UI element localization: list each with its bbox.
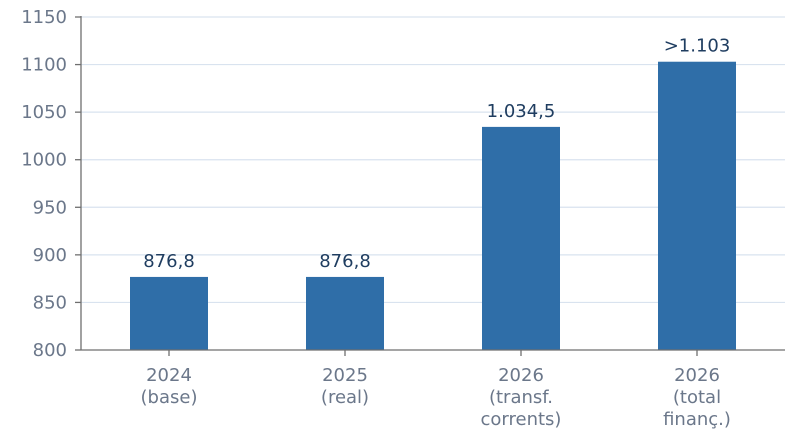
x-tick-label: (base) (141, 387, 198, 408)
x-tick-label: 2026 (674, 365, 720, 386)
y-tick-label: 1150 (21, 7, 67, 28)
bars (130, 61, 736, 351)
y-tick-label: 1000 (21, 150, 67, 171)
x-tick-label: finanç.) (663, 409, 731, 430)
y-tick-label: 1100 (21, 55, 67, 76)
bar-value-label: >1.103 (664, 36, 731, 57)
data-labels: 876,8 876,8 1.034,5 >1.103 (143, 36, 730, 272)
bar-value-label: 876,8 (319, 251, 371, 272)
bar (658, 61, 736, 351)
y-tick-label: 1050 (21, 102, 67, 123)
bar (306, 276, 384, 350)
y-tick-label: 900 (33, 245, 67, 266)
x-tick-label: 2026 (498, 365, 544, 386)
bar-value-label: 1.034,5 (487, 101, 556, 122)
x-tick-label: (transf. (489, 387, 553, 408)
y-axis-ticks: 800 850 900 950 1000 1050 1100 1150 (21, 7, 81, 361)
grid-lines (81, 16, 785, 304)
bar-value-label: 876,8 (143, 251, 195, 272)
x-axis-ticks: 2024(base)2025(real)2026(transf.corrents… (141, 350, 731, 430)
x-tick-label: (total (673, 387, 721, 408)
bar (482, 126, 560, 350)
x-tick-label: 2024 (146, 365, 192, 386)
bar (130, 276, 208, 350)
x-tick-label: (real) (321, 387, 369, 408)
x-tick-label: 2025 (322, 365, 368, 386)
y-tick-label: 800 (33, 340, 67, 361)
y-tick-label: 850 (33, 292, 67, 313)
x-tick-label: corrents) (481, 409, 562, 430)
y-tick-label: 950 (33, 197, 67, 218)
